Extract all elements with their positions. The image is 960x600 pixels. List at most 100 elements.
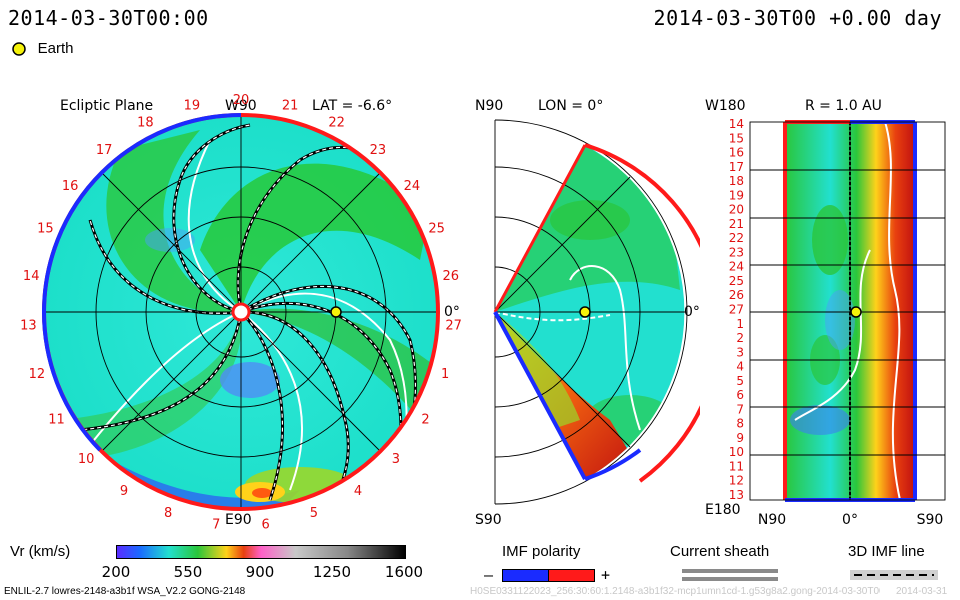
radial-row-label: 21: [729, 217, 744, 231]
radial-row-label: 17: [729, 160, 744, 174]
radial-x-labels: N90 0° S90: [758, 512, 944, 528]
radial-row-label: 9: [736, 431, 744, 445]
earth-marker-radial: [850, 306, 862, 318]
rotation-label: 9: [120, 484, 128, 499]
radial-panel: W180 R = 1.0 AU E180 1415161718192021222…: [705, 98, 946, 528]
radial-row-label: 2: [736, 331, 744, 345]
current-sheath-swatch-bottom: [682, 577, 778, 581]
meridional-top-label: N90: [475, 98, 503, 114]
rotation-label: 14: [23, 269, 40, 284]
colorbar: [116, 545, 406, 559]
rotation-label: 25: [428, 222, 445, 237]
ecliptic-plane-panel: Ecliptic Plane W90 E90 0° LAT = -6.6° 20…: [20, 93, 462, 530]
ecliptic-title: Ecliptic Plane: [60, 98, 153, 114]
radial-row-label: 22: [729, 231, 744, 245]
radial-bottom-left-label: E180: [705, 502, 741, 518]
rotation-label: 8: [164, 506, 172, 521]
rotation-label: 16: [62, 179, 79, 194]
left-timestamp: 2014-03-30T00:00: [8, 6, 209, 30]
radial-x-label: S90: [917, 512, 944, 528]
ecliptic-top-label: W90: [225, 98, 257, 114]
rotation-label: 23: [370, 143, 387, 158]
radial-row-label: 3: [736, 345, 744, 359]
rotation-label: 12: [29, 367, 46, 382]
radial-row-label: 26: [729, 288, 744, 302]
radial-row-label: 13: [729, 488, 744, 502]
rotation-label: 20: [233, 93, 250, 108]
current-sheath-swatch-top: [682, 569, 778, 573]
rotation-label: 21: [282, 99, 299, 114]
earth-marker-icon: [12, 41, 26, 56]
meridional-panel: N90 LON = 0° S90 0°: [475, 98, 700, 528]
rotation-label: 13: [20, 318, 37, 333]
radial-row-label: 10: [729, 445, 744, 459]
radial-x-label: 0°: [842, 512, 858, 528]
imf-polarity-title: IMF polarity: [502, 543, 581, 560]
radial-x-label: N90: [758, 512, 786, 528]
rotation-label: 1: [441, 367, 449, 382]
lon-label: LON = 0°: [538, 98, 603, 114]
radial-row-label: 4: [736, 360, 744, 374]
radial-row-label: 12: [729, 474, 744, 488]
model-info: ENLIL-2.7 lowres-2148-a3b1f WSA_V2.2 GON…: [4, 586, 246, 597]
rotation-label: 7: [212, 518, 220, 530]
current-sheath-title: Current sheath: [670, 543, 770, 560]
radial-row-label: 15: [729, 131, 744, 145]
colorbar-tick: 1250: [313, 563, 351, 581]
earth-legend-label: Earth: [37, 40, 74, 57]
rotation-label: 4: [354, 484, 362, 499]
meridional-bottom-label: S90: [475, 512, 502, 528]
rotation-label: 27: [445, 318, 462, 333]
imf3d-title: 3D IMF line: [848, 543, 925, 560]
faint-run-info: H0SE0331122023_256:30:60:1.2148-a3b1f32-…: [470, 586, 880, 597]
earth-marker-meridional: [579, 306, 591, 318]
rotation-label: 11: [48, 413, 65, 428]
ecliptic-right-label: 0°: [444, 304, 460, 320]
radial-row-label: 7: [736, 402, 744, 416]
colorbar-tick: 900: [246, 563, 275, 581]
imf-minus-label: –: [484, 566, 494, 584]
imf3d-swatch: [850, 570, 938, 580]
earth-marker: [330, 306, 342, 318]
colorbar-ticks: 200 550 900 1250 1600: [102, 563, 423, 581]
rotation-label: 2: [421, 413, 429, 428]
radial-row-label: 16: [729, 146, 744, 160]
radial-row-label: 20: [729, 203, 744, 217]
radial-row-label: 27: [729, 303, 744, 317]
rotation-label: 19: [184, 99, 201, 114]
radial-row-label: 5: [736, 374, 744, 388]
rotation-label: 17: [96, 143, 113, 158]
radial-row-label: 23: [729, 245, 744, 259]
lat-label: LAT = -6.6°: [312, 98, 392, 114]
colorbar-tick: 550: [174, 563, 203, 581]
rotation-label: 22: [328, 116, 345, 131]
carrington-rotation-labels: 20 21222324252627123456789101112131415161…: [20, 93, 462, 530]
radial-row-labels: 1415161718192021222324252627123456789101…: [729, 117, 744, 502]
meridional-right-label: 0°: [684, 304, 700, 320]
colorbar-label: Vr (km/s): [10, 543, 71, 560]
right-timestamp: 2014-03-30T00 +0.00 day: [653, 6, 942, 30]
radial-row-label: 8: [736, 417, 744, 431]
colorbar-tick: 1600: [385, 563, 423, 581]
rotation-label: 18: [137, 116, 154, 131]
radial-row-label: 1: [736, 317, 744, 331]
rotation-label: 5: [310, 506, 318, 521]
radial-r-label: R = 1.0 AU: [805, 98, 882, 114]
rotation-label: 26: [443, 269, 460, 284]
rotation-label: 6: [262, 518, 270, 530]
radial-row-label: 18: [729, 174, 744, 188]
radial-row-label: 25: [729, 274, 744, 288]
faint-date: 2014-03-31: [896, 586, 948, 597]
radial-row-label: 24: [729, 260, 744, 274]
radial-row-label: 6: [736, 388, 744, 402]
radial-row-label: 19: [729, 188, 744, 202]
colorbar-tick: 200: [102, 563, 131, 581]
imf-negative-swatch: [502, 569, 549, 582]
rotation-label: 24: [404, 179, 421, 194]
imf-positive-swatch: [548, 569, 595, 582]
radial-row-label: 11: [729, 460, 744, 474]
rotation-label: 15: [37, 222, 54, 237]
rotation-label: 10: [78, 452, 95, 467]
earth-legend: Earth: [10, 38, 74, 58]
rotation-label: 3: [392, 452, 400, 467]
